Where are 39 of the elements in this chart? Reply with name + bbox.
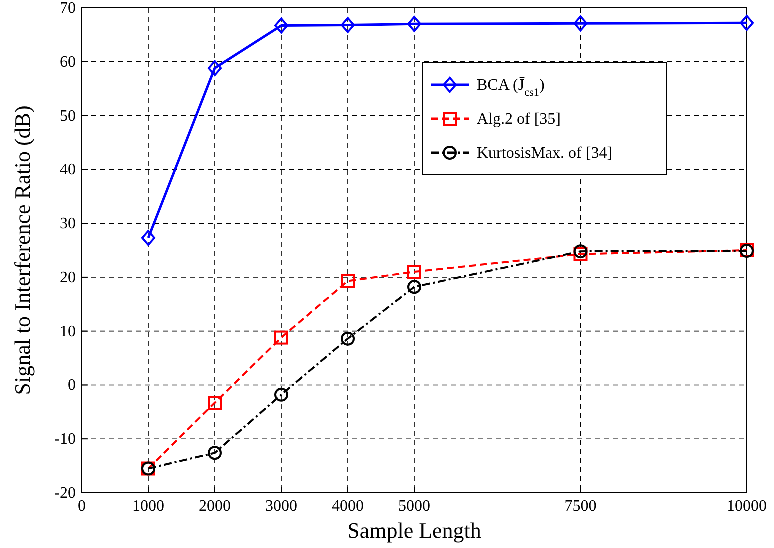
y-tick-label: 10 (60, 323, 76, 340)
point (208, 60, 222, 76)
y-tick-label: 30 (60, 216, 76, 233)
point (408, 265, 422, 280)
y-tick-label: 20 (60, 269, 76, 286)
x-tick-label: 10000 (727, 498, 767, 515)
y-tick-label: -10 (54, 431, 76, 448)
point (274, 18, 288, 34)
point (274, 388, 288, 402)
point (208, 396, 222, 410)
y-tick-label: 0 (68, 377, 76, 394)
legend-label: BCA (J̄$_{cs1}$) (477, 77, 545, 99)
y-tick-label: 50 (60, 108, 76, 125)
y-tick-label: 70 (60, 0, 76, 17)
x-axis-title: Sample Length (348, 518, 482, 543)
x-tick-label: 3000 (266, 498, 298, 515)
point (574, 244, 588, 259)
x-tick-label: 5000 (398, 498, 430, 515)
x-tick-label: 1000 (132, 498, 164, 515)
point (341, 17, 355, 34)
legend-label: KurtosisMax. of [34] (477, 145, 613, 162)
point (208, 446, 222, 460)
x-tick-label: 7500 (564, 498, 597, 515)
point (341, 274, 355, 288)
point (142, 230, 156, 246)
x-tick-label: 4000 (332, 498, 364, 515)
point (274, 330, 288, 345)
point (408, 280, 422, 294)
legend-label: Alg.2 of [35] (477, 111, 561, 128)
y-tick-label: 60 (60, 54, 76, 71)
y-tick-label: 40 (60, 162, 76, 179)
point (408, 16, 422, 32)
x-tick-label: 2000 (199, 498, 231, 515)
point (341, 332, 355, 346)
y-axis-title: Signal to Interference Ratio (dB) (10, 106, 35, 396)
point (740, 15, 754, 32)
point (574, 247, 588, 262)
y-tick-label: -20 (54, 485, 76, 502)
point (574, 16, 588, 32)
